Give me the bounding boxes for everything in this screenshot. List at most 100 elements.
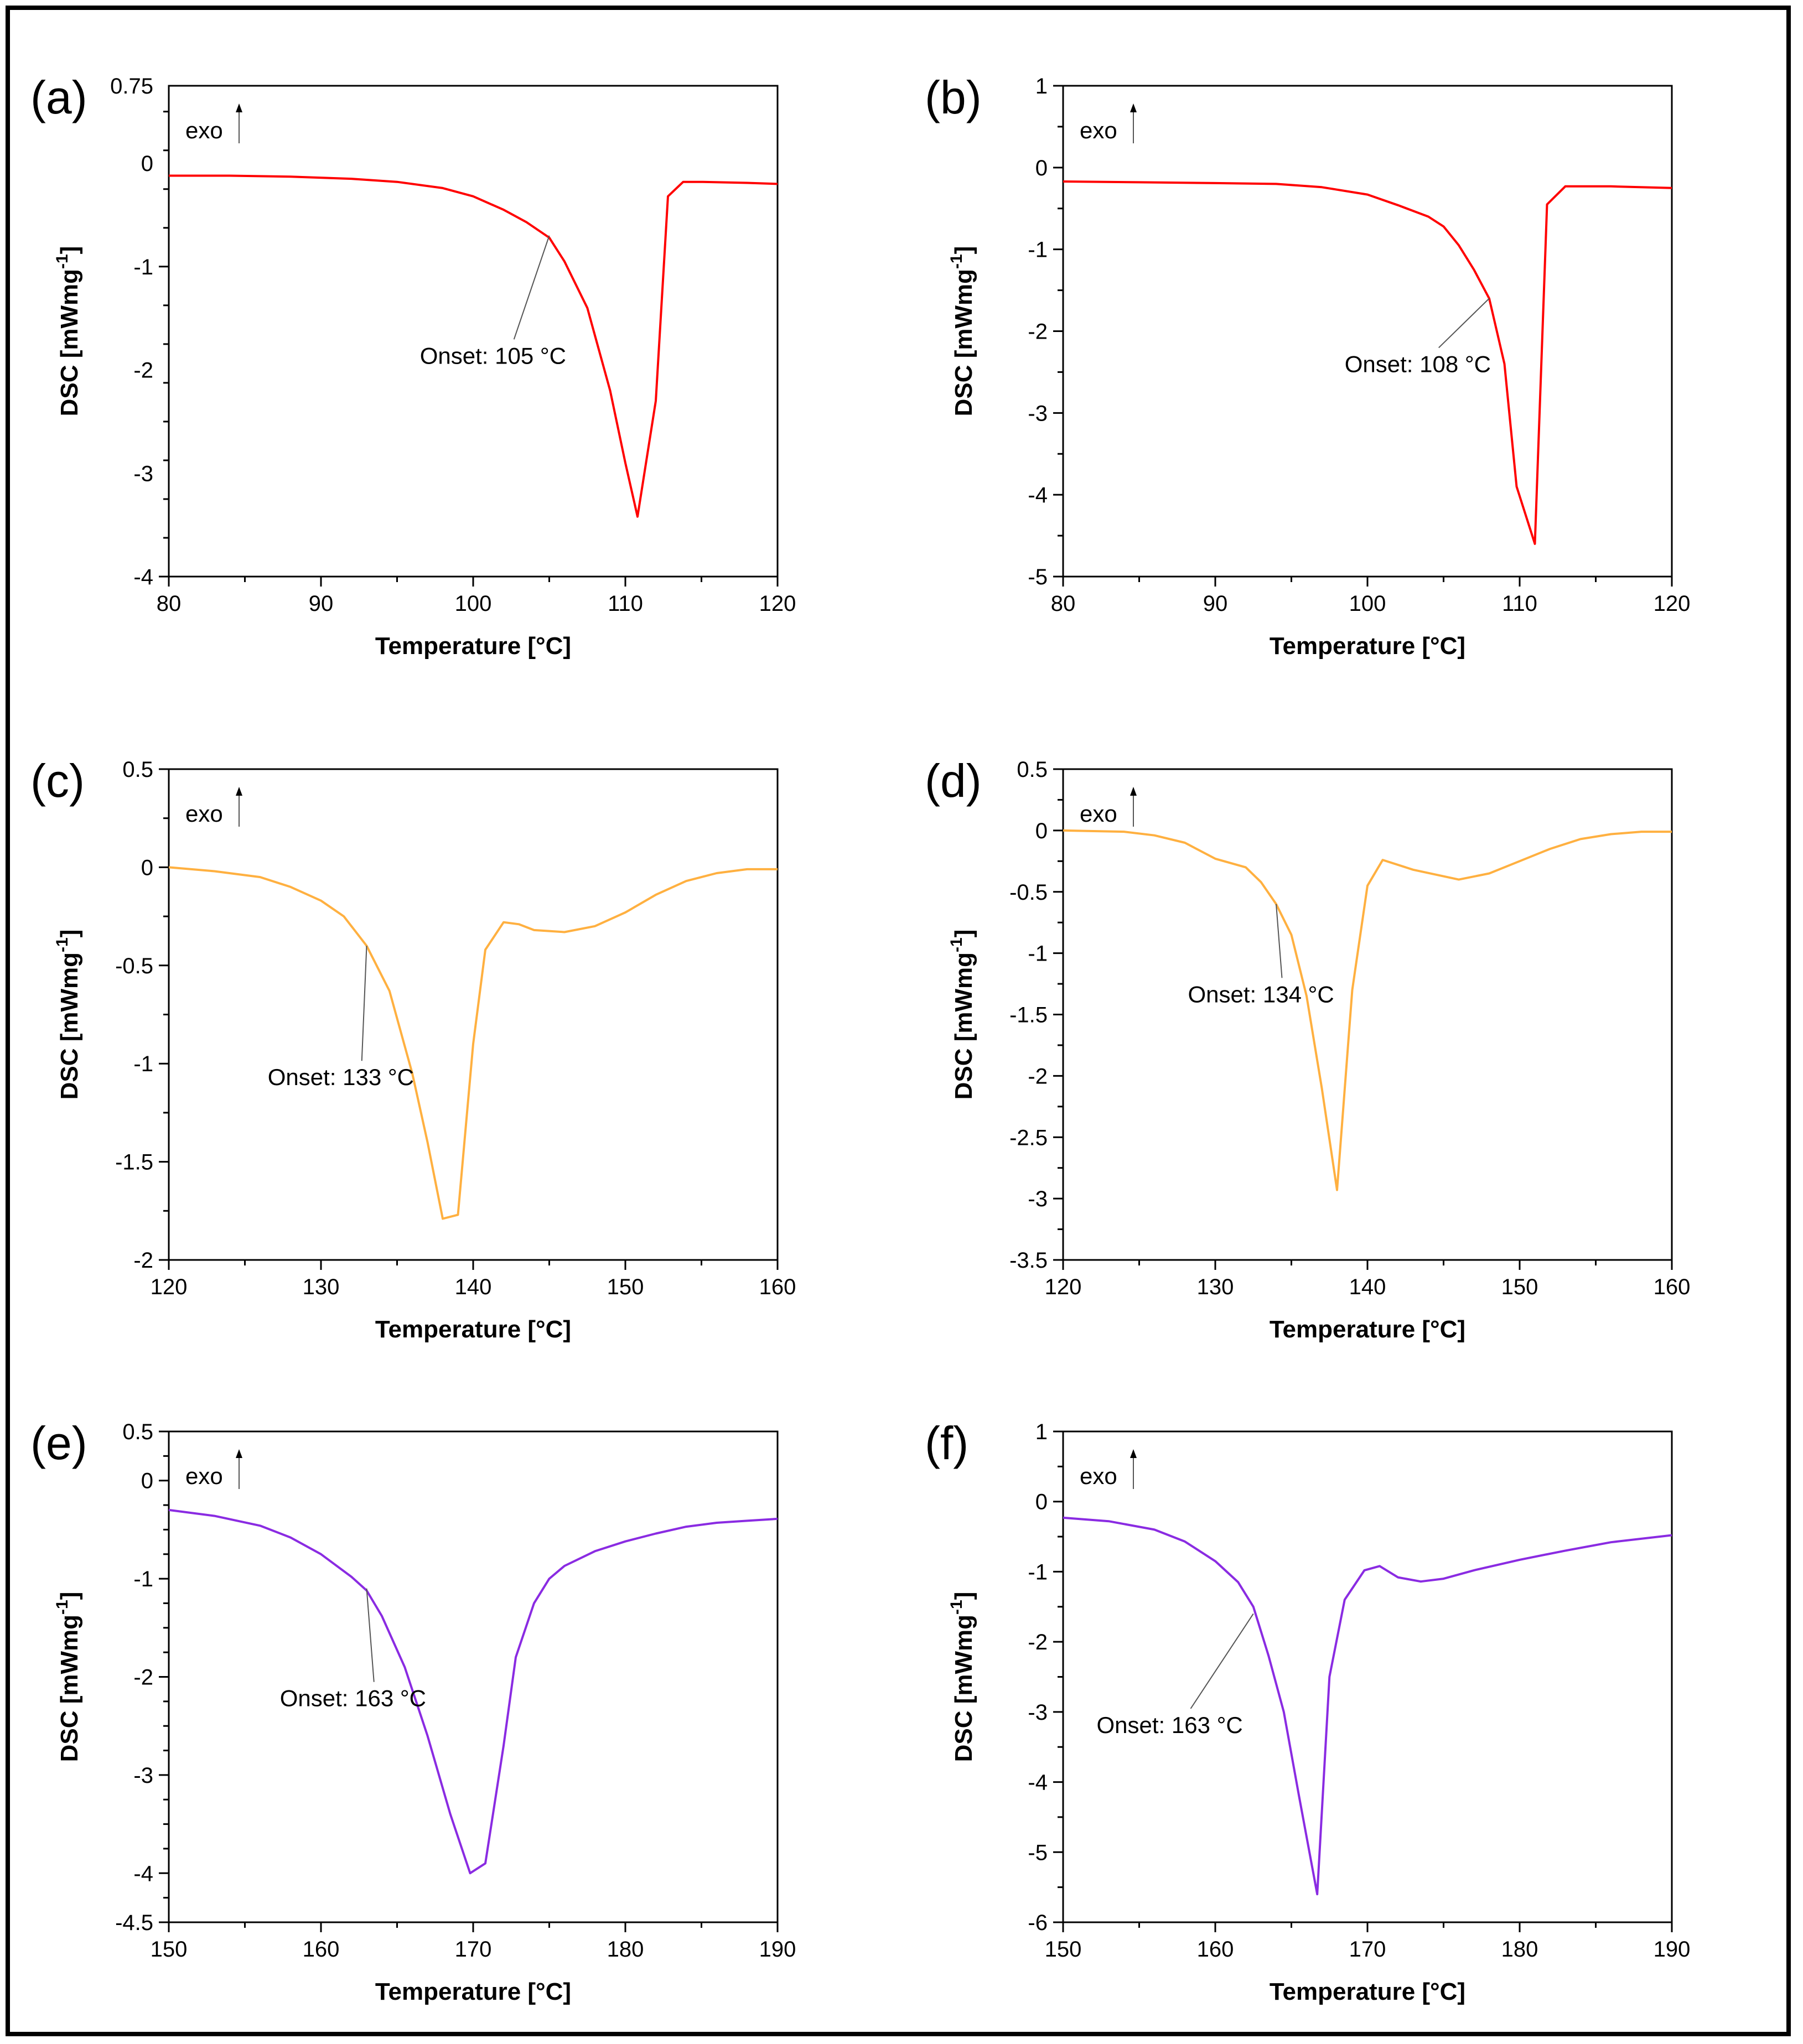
onset-annotation: Onset: 163 °C xyxy=(280,1685,426,1711)
exo-arrow-icon xyxy=(1130,1449,1137,1458)
y-tick-label: -1 xyxy=(133,1052,153,1076)
y-axis-title-bracket: ] xyxy=(56,930,83,938)
exo-label: exo xyxy=(185,117,223,143)
y-tick-label: 1 xyxy=(1035,1420,1048,1444)
y-tick-label: -2 xyxy=(1028,320,1048,344)
x-tick-label: 90 xyxy=(309,592,334,616)
dsc-curve-line xyxy=(169,174,778,518)
x-tick-label: 190 xyxy=(1654,1937,1691,1962)
exo-arrow-icon xyxy=(1130,787,1137,796)
x-tick-label: 120 xyxy=(1654,592,1691,616)
y-axis-title: DSC [mWmg-1] xyxy=(53,246,83,417)
x-tick-label: 140 xyxy=(455,1275,492,1299)
x-axis-title: Temperature [°C] xyxy=(375,1316,571,1343)
x-tick-label: 170 xyxy=(455,1937,492,1962)
dsc-curve-line xyxy=(1063,1516,1672,1896)
chart-panel-a: 80 90 100 110 120 0.75 0 -1 -2 -3 -4 Temperature [°… xyxy=(30,71,796,660)
x-tick-label: 180 xyxy=(1501,1937,1538,1962)
x-tick-label: 100 xyxy=(455,592,492,616)
y-axis-title-superscript: -1 xyxy=(947,1600,966,1615)
x-tick-label: 160 xyxy=(1654,1275,1691,1299)
onset-leader-line xyxy=(1190,1613,1254,1709)
y-tick-label: 0 xyxy=(141,855,153,880)
exo-arrow-icon xyxy=(236,787,242,796)
chart-panel-b: 80 90 100 110 120 1 0 -1 -2 -3 -4 -5 Temperature [°C… xyxy=(925,71,1690,660)
x-axis-title: Temperature [°C] xyxy=(1270,1316,1465,1343)
exo-arrow-icon xyxy=(1130,103,1137,112)
y-tick-label: -4 xyxy=(1028,483,1048,507)
x-tick-label: 160 xyxy=(759,1275,796,1299)
exo-arrow-icon xyxy=(236,1449,242,1458)
chart-panel-c: 120 130 140 150 160 0.5 0 -0.5 -1 -1.5 -2 Temperatu… xyxy=(30,755,796,1343)
x-tick-label: 130 xyxy=(1197,1275,1234,1299)
x-tick-label: 150 xyxy=(1501,1275,1538,1299)
y-axis-title-superscript: -1 xyxy=(53,254,71,269)
x-tick-label: 90 xyxy=(1203,592,1228,616)
y-axis-title: DSC [mWmg-1] xyxy=(53,1592,83,1762)
y-tick-label: 0 xyxy=(1035,819,1048,843)
y-axis-title-superscript: -1 xyxy=(947,937,966,952)
onset-leader-line xyxy=(366,1588,375,1682)
panel-label-e: (e) xyxy=(30,1417,87,1469)
x-tick-label: 120 xyxy=(151,1275,188,1299)
dsc-curve-line xyxy=(168,1508,778,1875)
exo-label: exo xyxy=(1080,801,1117,827)
x-tick-label: 190 xyxy=(759,1937,796,1962)
onset-leader-line xyxy=(513,235,550,340)
x-tick-label: 110 xyxy=(1502,592,1537,616)
y-tick-label: -3 xyxy=(1028,1700,1048,1725)
y-axis-title-superscript: -1 xyxy=(947,254,966,269)
y-tick-label: 0 xyxy=(141,1469,153,1493)
chart-panel-d: 120 130 140 150 160 0.5 0 -0.5 -1 -1.5 -2 -2.5 -3 -3.… xyxy=(925,755,1690,1343)
y-tick-label: -1 xyxy=(1028,1560,1048,1584)
y-tick-label: -4.5 xyxy=(115,1911,153,1935)
y-tick-label: -3 xyxy=(133,1763,153,1788)
y-axis-title-bracket: ] xyxy=(950,246,977,255)
x-tick-label: 100 xyxy=(1349,592,1386,616)
y-tick-label: -1 xyxy=(1028,942,1048,966)
x-tick-label: 150 xyxy=(607,1275,644,1299)
x-tick-label: 80 xyxy=(157,592,182,616)
plot-area-frame xyxy=(1062,768,1673,1261)
x-axis-title: Temperature [°C] xyxy=(375,632,571,660)
x-tick-label: 80 xyxy=(1051,592,1076,616)
x-tick-label: 120 xyxy=(1045,1275,1082,1299)
plot-area-frame xyxy=(1062,85,1673,578)
y-tick-label: 0 xyxy=(1035,1490,1048,1514)
dsc-curve-line xyxy=(1063,180,1672,545)
y-tick-label: -4 xyxy=(133,1861,153,1886)
y-tick-label: -2 xyxy=(133,1666,153,1690)
dsc-curve-line xyxy=(1063,829,1672,1191)
y-axis-title: DSC [mWmg-1] xyxy=(947,1592,977,1762)
y-tick-label: -3.5 xyxy=(1009,1248,1048,1273)
exo-label: exo xyxy=(1080,1463,1117,1489)
plot-area-frame xyxy=(1062,1430,1673,1923)
y-tick-label: -5 xyxy=(1028,1840,1048,1865)
chart-panel-f: 150 160 170 180 190 1 0 -1 -2 -3 -4 -5 -6 Temperature… xyxy=(925,1417,1690,2005)
y-axis-title-bracket: ] xyxy=(950,930,977,938)
y-axis-title-superscript: -1 xyxy=(53,937,71,952)
y-tick-label: -1 xyxy=(1028,238,1048,262)
onset-annotation: Onset: 108 °C xyxy=(1345,351,1491,377)
x-tick-label: 160 xyxy=(1197,1937,1234,1962)
y-tick-label: -2 xyxy=(1028,1630,1048,1654)
y-tick-label: -4 xyxy=(133,565,153,589)
onset-leader-line xyxy=(361,946,367,1061)
y-tick-label: -0.5 xyxy=(115,954,153,978)
y-tick-label: 1 xyxy=(1035,74,1048,98)
panel-label-a: (a) xyxy=(30,71,87,123)
figure-frame xyxy=(6,6,1791,2036)
x-tick-label: 140 xyxy=(1349,1275,1386,1299)
y-axis-title-main: DSC [mWmg xyxy=(56,1615,83,1762)
y-tick-label: 0.5 xyxy=(122,758,153,782)
y-tick-label: -2 xyxy=(1028,1064,1048,1088)
x-tick-label: 110 xyxy=(608,592,643,616)
onset-annotation: Onset: 105 °C xyxy=(420,343,566,369)
panel-label-b: (b) xyxy=(925,71,982,123)
plot-area-frame xyxy=(168,768,779,1261)
x-axis-title: Temperature [°C] xyxy=(1270,632,1465,660)
y-axis-title-main: DSC [mWmg xyxy=(950,1615,977,1762)
dsc-curve-line xyxy=(168,866,778,1220)
y-tick-label: -5 xyxy=(1028,565,1048,589)
